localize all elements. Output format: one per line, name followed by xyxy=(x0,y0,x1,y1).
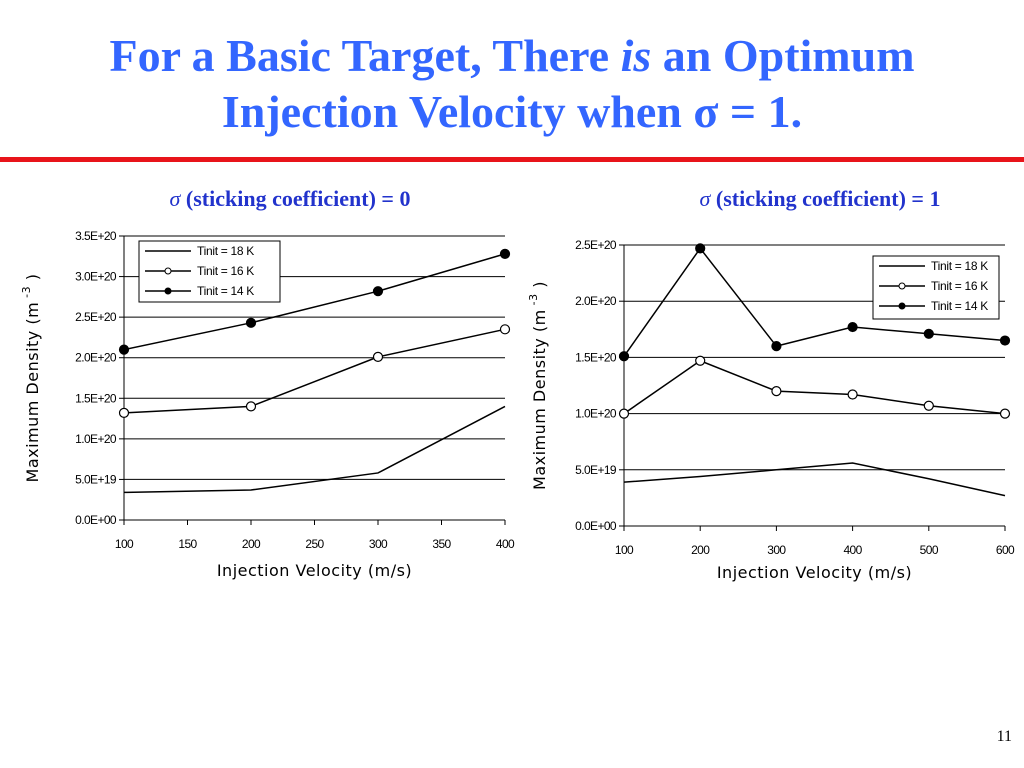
y-tick-label: 3.0E+20 xyxy=(75,270,117,284)
y-tick-label: 0.0E+00 xyxy=(575,519,617,533)
data-point xyxy=(847,321,858,333)
page-number: 11 xyxy=(996,728,1012,745)
data-point xyxy=(499,248,511,259)
x-axis-title: Injection Velocity (m/s) xyxy=(717,563,912,582)
x-tick-label: 300 xyxy=(767,543,786,557)
legend-label: Tinit = 14 K xyxy=(931,299,988,313)
data-point xyxy=(499,324,511,335)
y-axis-title: Maximum Density (m -3 ) xyxy=(20,274,42,483)
series-line xyxy=(623,359,1006,415)
title-line1-part1: For a Basic Target, There xyxy=(109,30,621,81)
data-point xyxy=(695,243,706,254)
y-tick-label: 2.0E+20 xyxy=(75,351,117,365)
data-point xyxy=(771,341,782,352)
x-axis-title: Injection Velocity (m/s) xyxy=(217,561,412,580)
legend-marker xyxy=(164,287,172,295)
y-tick-label: 1.0E+20 xyxy=(75,432,117,446)
x-tick-label: 400 xyxy=(843,543,862,557)
y-tick-label: 2.5E+20 xyxy=(75,310,117,324)
legend-label: Tinit = 18 K xyxy=(197,244,254,258)
series-line xyxy=(623,462,1006,497)
data-point xyxy=(847,389,858,400)
x-tick-label: 150 xyxy=(178,537,197,551)
series-line xyxy=(123,253,506,351)
series-line xyxy=(123,328,506,414)
slide-title: For a Basic Target, There is an Optimum … xyxy=(0,28,1024,140)
data-point xyxy=(695,355,706,366)
x-tick-label: 350 xyxy=(432,537,451,551)
legend-label: Tinit = 18 K xyxy=(931,259,988,273)
series-line xyxy=(623,247,1006,357)
y-tick-label: 3.5E+20 xyxy=(75,229,117,243)
x-tick-label: 500 xyxy=(920,543,939,557)
data-point xyxy=(372,286,384,297)
y-tick-label: 1.5E+20 xyxy=(75,391,117,405)
data-point xyxy=(999,335,1011,346)
x-tick-label: 100 xyxy=(115,537,134,551)
legend-label: Tinit = 16 K xyxy=(197,264,254,278)
y-axis-title: Maximum Density (m -3 ) xyxy=(527,281,549,490)
series-line xyxy=(123,405,506,494)
x-tick-label: 300 xyxy=(369,537,388,551)
y-tick-label: 2.0E+20 xyxy=(575,294,617,308)
title-line1-part2: an Optimum xyxy=(651,30,915,81)
data-point xyxy=(245,401,257,412)
x-tick-label: 200 xyxy=(242,537,261,551)
data-point xyxy=(923,328,934,339)
right-chart-subtitle: σ (sticking coefficient) = 1 xyxy=(630,186,1010,212)
data-point xyxy=(618,408,630,419)
left-chart-subtitle: σ (sticking coefficient) = 0 xyxy=(100,186,480,212)
data-point xyxy=(771,386,782,397)
y-tick-label: 0.0E+00 xyxy=(75,513,117,527)
y-tick-label: 1.0E+20 xyxy=(575,407,617,421)
data-point xyxy=(999,408,1011,419)
data-point xyxy=(245,317,257,328)
sigma-symbol: σ xyxy=(169,186,181,211)
data-point xyxy=(618,351,630,362)
y-tick-label: 5.0E+19 xyxy=(75,472,117,486)
x-tick-label: 600 xyxy=(996,543,1015,557)
x-tick-label: 100 xyxy=(615,543,634,557)
legend-label: Tinit = 16 K xyxy=(931,279,988,293)
legend-marker xyxy=(898,282,906,290)
y-tick-label: 5.0E+19 xyxy=(575,463,617,477)
sigma-symbol: σ xyxy=(699,186,711,211)
x-tick-label: 400 xyxy=(496,537,515,551)
data-point xyxy=(372,351,384,363)
title-line2: Injection Velocity when σ = 1. xyxy=(221,86,803,137)
data-point xyxy=(923,400,934,411)
data-point xyxy=(118,407,130,418)
left-subtitle-text: (sticking coefficient) = 0 xyxy=(180,186,411,211)
title-divider xyxy=(0,157,1024,162)
title-italic-word: is xyxy=(620,30,652,81)
x-tick-label: 200 xyxy=(691,543,710,557)
legend-marker xyxy=(898,302,906,310)
x-tick-label: 250 xyxy=(305,537,324,551)
y-tick-label: 1.5E+20 xyxy=(575,350,617,364)
legend-marker xyxy=(164,267,172,275)
y-tick-label: 2.5E+20 xyxy=(575,238,617,252)
data-point xyxy=(118,344,130,355)
legend-label: Tinit = 14 K xyxy=(197,284,254,298)
right-subtitle-text: (sticking coefficient) = 1 xyxy=(710,186,941,211)
